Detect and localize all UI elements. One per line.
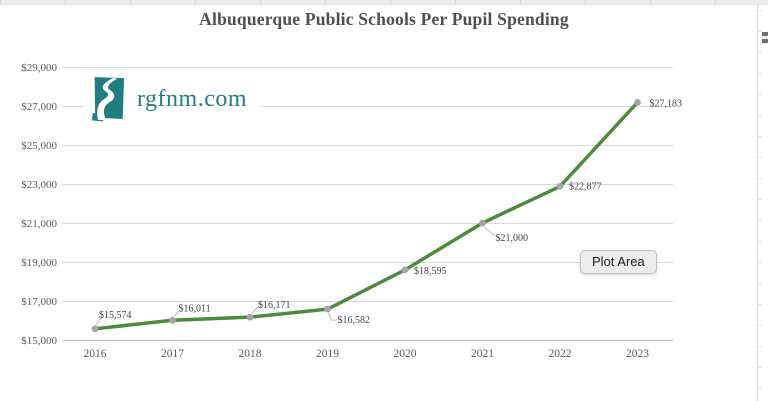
data-point-marker[interactable]	[324, 305, 331, 313]
rgfnm-logo[interactable]: rgfnm.com	[84, 73, 262, 125]
y-axis-label[interactable]: $25,000	[21, 140, 57, 152]
worksheet-right-edge	[757, 4, 758, 401]
data-label[interactable]: $16,011	[179, 303, 211, 314]
x-axis-label[interactable]: 2023	[626, 348, 649, 360]
data-label[interactable]: $27,183	[650, 98, 683, 109]
data-point-marker[interactable]	[556, 182, 564, 190]
y-axis-label[interactable]: $21,000	[21, 218, 57, 230]
x-axis-label[interactable]: 2016	[84, 348, 107, 360]
y-axis-label[interactable]: $17,000	[21, 296, 57, 308]
series-line[interactable]	[93, 100, 640, 331]
worksheet-row-ticks	[758, 10, 762, 401]
data-point-marker[interactable]	[479, 219, 486, 227]
data-point-marker[interactable]	[246, 313, 254, 321]
data-label[interactable]: $18,595	[414, 266, 447, 277]
y-axis-label[interactable]: $27,000	[21, 101, 57, 113]
x-axis-label[interactable]: 2017	[161, 348, 184, 360]
data-point-marker[interactable]	[91, 325, 99, 333]
y-axis-label[interactable]: $15,000	[21, 335, 57, 347]
data-point-marker[interactable]	[169, 316, 176, 324]
x-axis-label[interactable]: 2020	[394, 348, 417, 360]
x-axis-label[interactable]: 2022	[549, 348, 572, 360]
data-label[interactable]: $15,574	[99, 310, 132, 321]
data-point-marker[interactable]	[401, 266, 409, 274]
label-leader-line	[328, 312, 337, 321]
x-axis-label[interactable]: 2019	[316, 348, 339, 360]
chart-title[interactable]: Albuquerque Public Schools Per Pupil Spe…	[199, 9, 569, 29]
y-axis-label[interactable]: $23,000	[21, 179, 57, 191]
x-axis-label[interactable]: 2021	[471, 348, 494, 360]
label-leader-line	[174, 310, 180, 317]
data-label[interactable]: $21,000	[496, 233, 529, 244]
y-axis-label[interactable]: $29,000	[21, 62, 57, 74]
label-leader-line	[251, 306, 259, 314]
y-axis-label[interactable]: $19,000	[21, 257, 57, 269]
label-leader-line	[95, 316, 103, 326]
worksheet-top-edge	[0, 0, 768, 5]
data-label[interactable]: $16,171	[258, 300, 291, 311]
plot-area-tooltip: Plot Area	[580, 250, 657, 274]
right-edge-mark	[762, 32, 768, 44]
logo-text: rgfnm.com	[137, 85, 248, 112]
data-label[interactable]: $22,877	[569, 181, 602, 192]
label-leader-line	[484, 226, 496, 237]
x-axis-label[interactable]: 2018	[239, 348, 262, 360]
data-point-marker[interactable]	[634, 99, 641, 106]
new-mexico-river-icon	[91, 77, 125, 122]
data-label[interactable]: $16,582	[338, 315, 371, 326]
